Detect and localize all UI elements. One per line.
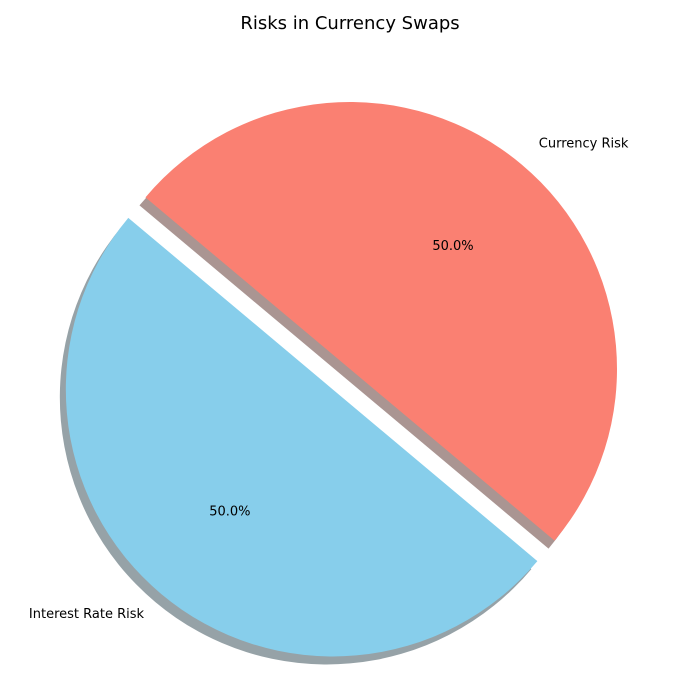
slice-percent-currency-risk: 50.0% (432, 239, 473, 254)
pie-label-layer: Interest Rate Risk 50.0% Currency Risk 50.0… (29, 137, 629, 622)
slice-label-currency-risk: Currency Risk (539, 137, 629, 152)
slice-label-interest-rate-risk: Interest Rate Risk (29, 607, 145, 622)
slice-percent-interest-rate-risk: 50.0% (209, 505, 250, 520)
pie-slice-currency-risk (145, 102, 618, 541)
pie-slice-layer (65, 102, 618, 657)
pie-slice-interest-rate-risk (65, 217, 538, 657)
chart-title: Risks in Currency Swaps (240, 13, 460, 34)
